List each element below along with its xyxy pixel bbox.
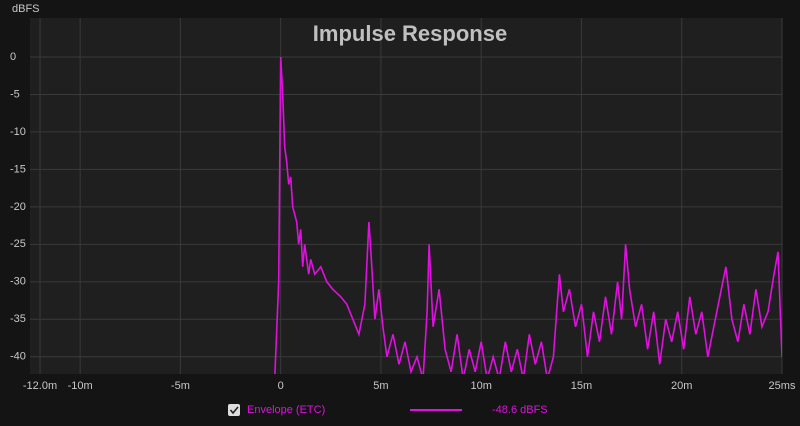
legend-label: Envelope (ETC) [247,404,325,416]
y-tick-label: -20 [10,201,26,213]
y-tick-label: -40 [10,351,26,363]
y-tick-label: 0 [10,51,16,63]
legend-value: -48.6 dBFS [492,404,548,416]
x-tick-label: -5m [171,380,190,392]
y-tick-label: -5 [10,88,20,100]
y-axis-label: dBFS [12,3,40,15]
y-tick-label: -35 [10,313,26,325]
legend-checkbox[interactable] [228,404,240,416]
chart-title: Impulse Response [313,21,507,46]
y-tick-label: -15 [10,163,26,175]
x-tick-label: -12.0m [23,380,57,392]
x-tick-label: 10m [470,380,491,392]
x-tick-label: 0 [278,380,284,392]
plot-area [30,18,782,374]
checkmark [229,406,239,415]
x-tick-label: 20m [671,380,692,392]
series-line [274,56,782,374]
y-tick-label: -25 [10,238,26,250]
x-tick-label: 15m [571,380,592,392]
y-tick-label: -10 [10,126,26,138]
x-tick-label: 5m [373,380,388,392]
x-tick-label: -10m [68,380,93,392]
x-tick-label: 25ms [769,380,796,392]
y-tick-label: -30 [10,276,26,288]
